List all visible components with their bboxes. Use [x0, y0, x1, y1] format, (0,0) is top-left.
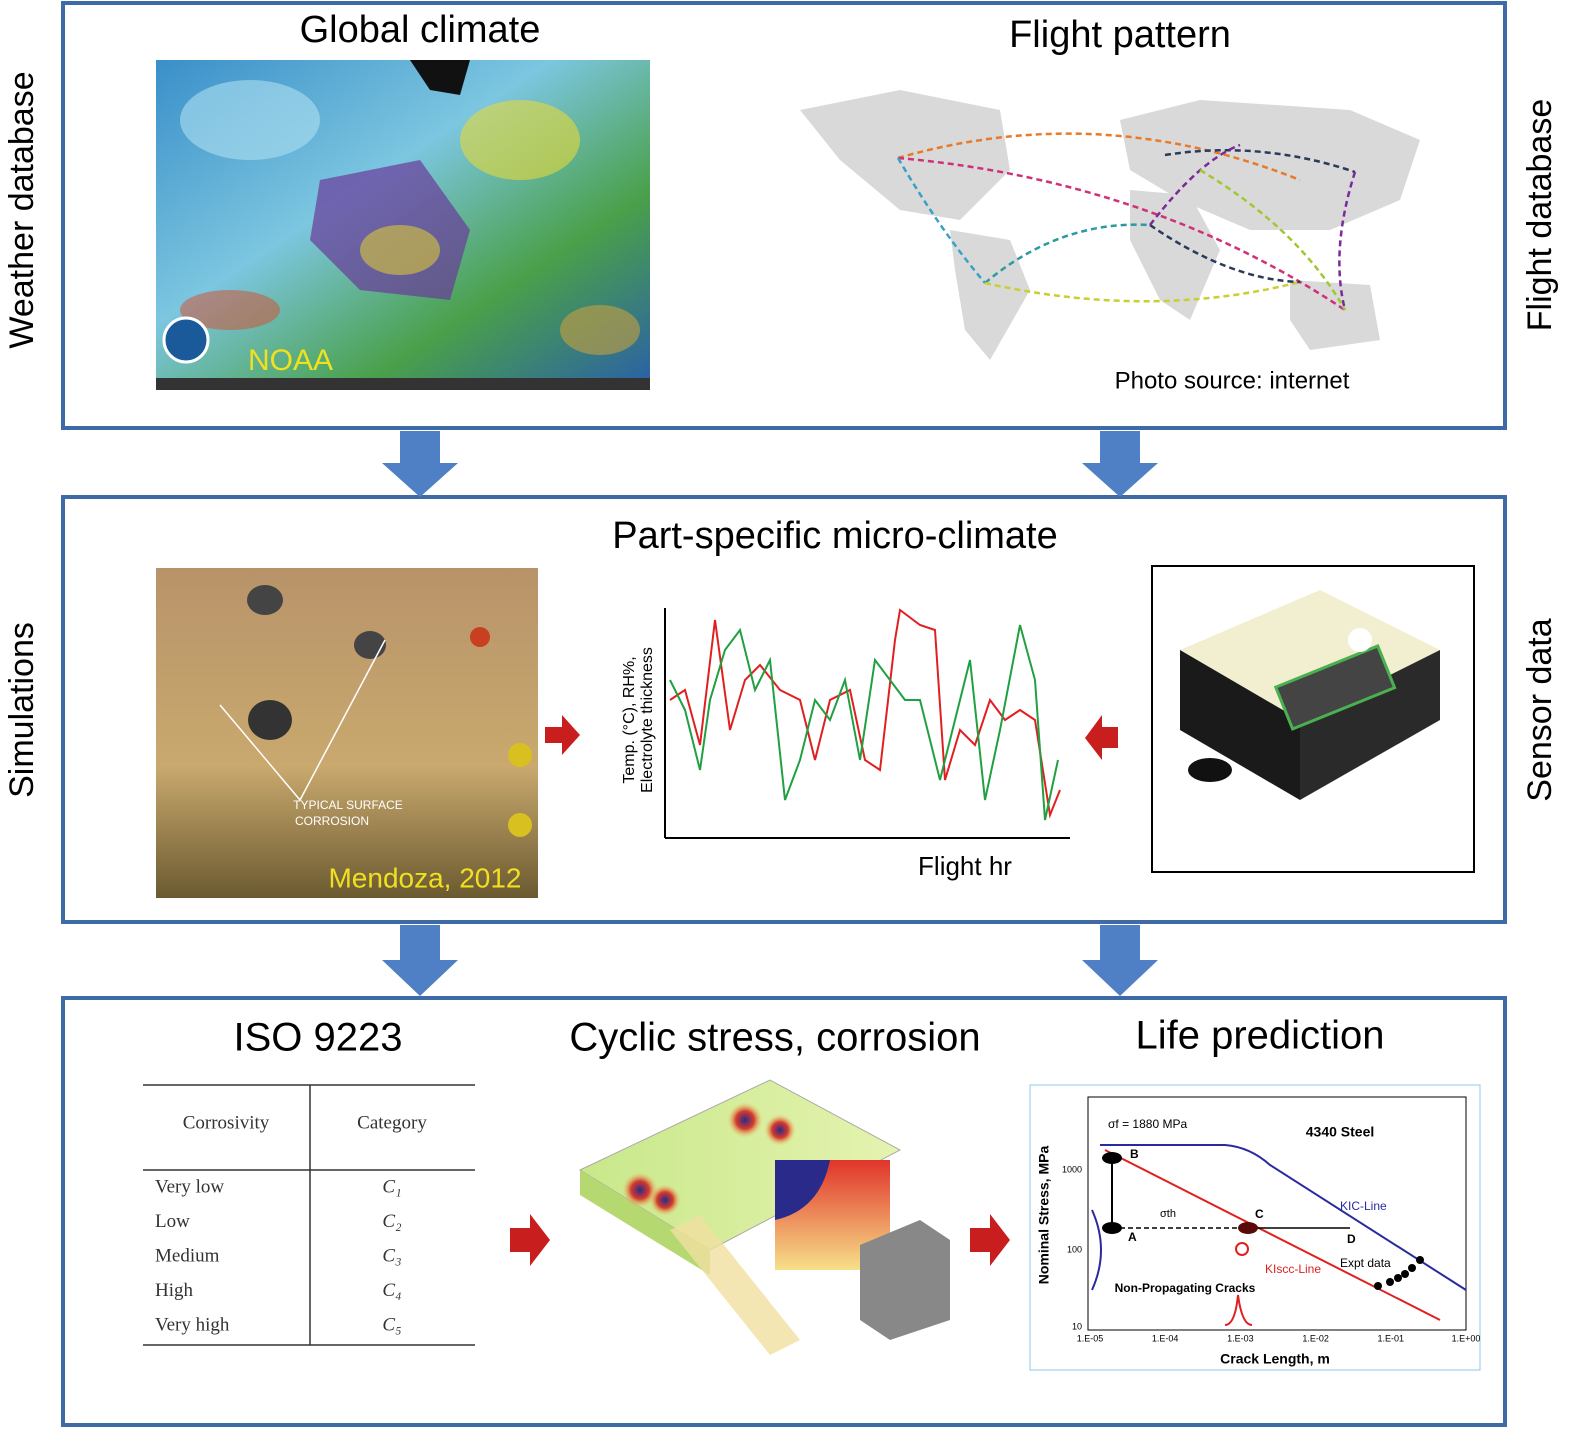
image-label: NOAA	[248, 344, 333, 377]
micro-climate-chart	[664, 608, 1070, 839]
axis-label: Crack Length, m	[1220, 1351, 1330, 1367]
red-arrow	[510, 1214, 550, 1266]
corrosion-photo	[156, 568, 538, 898]
panel	[61, 495, 1507, 924]
table: Corrosivity Category Very low C₁ Low C₂ Medium…	[155, 1112, 427, 1335]
photo-credit: Mendoza, 2012	[328, 862, 521, 893]
axis-label: Flight hr	[918, 851, 1012, 881]
tick-label: 100	[1067, 1244, 1082, 1254]
annotation: KIC-Line	[1340, 1199, 1387, 1213]
section-title: ISO 9223	[233, 1016, 402, 1060]
section-title: Cyclic stress, corrosion	[569, 1016, 980, 1060]
point-label: A	[1128, 1230, 1137, 1244]
table-cell: Medium	[155, 1245, 220, 1266]
axis-label: Electrolyte thickness	[639, 647, 656, 793]
life-chart-labels: σf = 1880 MPa 4340 Steel Nominal Stress,…	[1036, 1117, 1481, 1367]
photo-caption: TYPICAL SURFACE	[293, 798, 403, 812]
table-cell: Low	[155, 1211, 190, 1232]
table-cell: High	[155, 1280, 194, 1301]
point-label: B	[1130, 1147, 1139, 1161]
red-arrow	[970, 1214, 1010, 1266]
side-label: Simulations	[3, 622, 41, 798]
side-label: Sensor data	[1521, 618, 1559, 801]
table-header: Category	[357, 1112, 427, 1133]
tick-label: 1000	[1062, 1164, 1082, 1174]
annotation: σth	[1160, 1208, 1176, 1220]
annotation: 4340 Steel	[1306, 1124, 1375, 1140]
table-cell: C₃	[382, 1245, 401, 1266]
table-cell: C₄	[382, 1280, 401, 1301]
photo-caption: CORROSION	[295, 814, 369, 828]
annotation: Expt data	[1340, 1256, 1391, 1270]
tick-label: 1.E-01	[1378, 1333, 1405, 1343]
red-arrow	[1085, 715, 1118, 760]
tick-label: 1.E-04	[1152, 1333, 1179, 1343]
section-title: Part-specific micro-climate	[612, 515, 1058, 557]
panel	[61, 996, 1507, 1427]
table-header: Corrosivity	[183, 1112, 270, 1133]
red-arrow	[545, 715, 580, 755]
point-label: D	[1347, 1232, 1356, 1246]
axis-label: Nominal Stress, MPa	[1036, 1146, 1052, 1285]
side-label: Weather database	[3, 71, 41, 348]
table-rules	[143, 1084, 475, 1346]
table-cell: C₂	[382, 1211, 402, 1232]
tick-label: 10	[1072, 1321, 1082, 1331]
side-label: Flight database	[1521, 99, 1559, 332]
flight-routes	[896, 132, 1357, 312]
point-label: C	[1255, 1207, 1264, 1221]
corrosion-model	[578, 1079, 950, 1355]
table-cell: C₁	[382, 1176, 401, 1197]
sensor-photo	[1151, 565, 1475, 873]
axis-label: Temp. (°C), RH%,	[621, 656, 638, 783]
life-chart	[1029, 1084, 1481, 1371]
section-title: Flight pattern	[1009, 14, 1231, 56]
satellite-image	[156, 60, 650, 390]
table-cell: C₅	[382, 1314, 401, 1335]
caption: Photo source: internet	[1115, 367, 1350, 394]
section-title: Life prediction	[1135, 1014, 1384, 1058]
tick-label: 1.E-05	[1077, 1333, 1104, 1343]
annotation: σf = 1880 MPa	[1108, 1117, 1187, 1131]
annotation: Non-Propagating Cracks	[1115, 1281, 1256, 1295]
tick-label: 1.E-02	[1302, 1333, 1329, 1343]
table-cell: Very high	[155, 1314, 230, 1335]
world-map	[800, 90, 1420, 360]
tick-label: 1.E-03	[1227, 1333, 1254, 1343]
annotation: KIscc-Line	[1265, 1262, 1321, 1276]
section-title: Global climate	[300, 9, 541, 51]
panel	[61, 1, 1507, 430]
tick-label: 1.E+00	[1452, 1333, 1481, 1343]
table-cell: Very low	[155, 1176, 224, 1197]
flow-arrows	[382, 431, 1158, 996]
